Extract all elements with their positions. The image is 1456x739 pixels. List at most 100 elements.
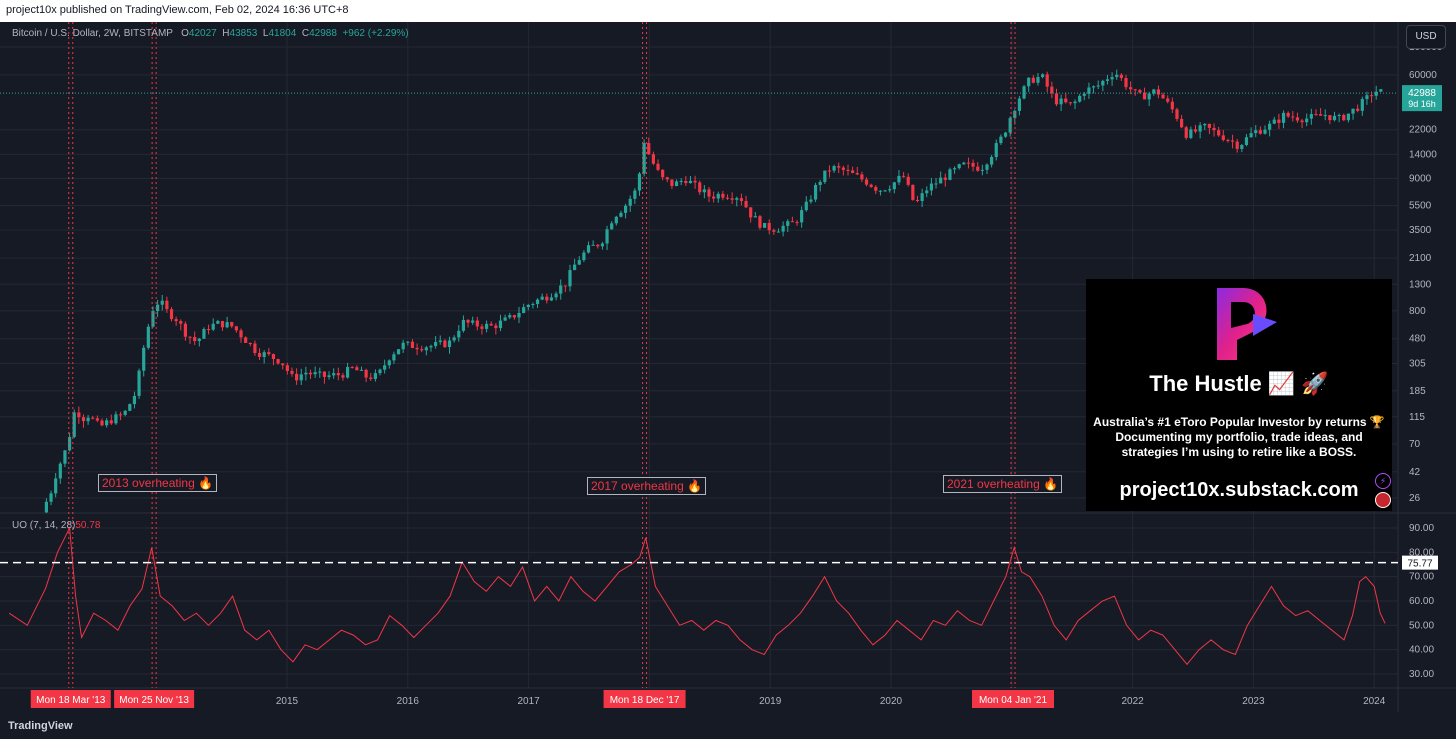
candle-body: [1101, 80, 1105, 86]
candle-body: [1244, 137, 1249, 146]
candle-body: [591, 244, 595, 246]
candle-body: [267, 352, 271, 355]
candle-body: [142, 347, 146, 371]
countdown-value: 9d 16h: [1408, 99, 1436, 109]
candle-body: [841, 167, 845, 170]
candle-body: [851, 170, 855, 174]
promo-banner[interactable]: The Hustle 📈 🚀 Australia’s #1 eToro Popu…: [1086, 279, 1392, 511]
candle-body: [549, 297, 554, 301]
date-tag: [603, 690, 686, 708]
candle-body: [480, 326, 484, 329]
candle-body: [1346, 113, 1351, 121]
symbol-label: Bitcoin / U.S. Dollar, 2W, BITSTAMP: [12, 28, 173, 39]
candle-body: [948, 169, 952, 180]
candle-body: [392, 354, 396, 361]
candle-body: [151, 311, 155, 327]
price-tick-label: 800: [1409, 306, 1426, 317]
date-tag: [30, 690, 111, 708]
candle-body: [1369, 95, 1374, 97]
time-tick-label: 2019: [759, 696, 782, 707]
tradingview-logo: TradingView: [8, 720, 73, 732]
candle-body: [1129, 87, 1133, 90]
candle-body: [698, 182, 702, 193]
candle-body: [1309, 114, 1313, 119]
candle-body: [1203, 123, 1207, 126]
candle-body: [1300, 120, 1304, 123]
candle-body: [341, 375, 345, 378]
candle-body: [623, 205, 628, 213]
candle-body: [160, 300, 164, 305]
candle-body: [387, 360, 391, 366]
candle-body: [656, 163, 660, 170]
candle-body: [327, 375, 331, 377]
candle-body: [1179, 118, 1184, 128]
candle-body: [716, 193, 720, 199]
promo-line-2: Documenting my portfolio, trade ideas, a…: [1115, 430, 1363, 444]
candle-body: [1365, 95, 1369, 100]
candle-body: [1022, 86, 1026, 99]
candle-body: [295, 373, 299, 381]
uo-line: [8, 526, 1386, 666]
candle-body: [202, 329, 206, 339]
candle-body: [1258, 130, 1262, 134]
candle-body: [809, 199, 813, 202]
candle-body: [132, 395, 137, 405]
promo-title: The Hustle 📈 🚀: [1149, 371, 1329, 396]
promo-url[interactable]: project10x.substack.com: [1119, 479, 1359, 501]
candle-body: [990, 156, 994, 165]
candle-body: [415, 347, 419, 350]
candle-body: [1235, 141, 1239, 149]
candle-body: [915, 199, 920, 202]
candle-body: [1054, 93, 1059, 105]
uo-tick-label: 60.00: [1409, 596, 1434, 607]
candle-body: [308, 372, 313, 375]
annotation-2017[interactable]: 2017 overheating 🔥: [587, 477, 707, 495]
uo-label: UO (7, 14, 28): [12, 520, 76, 531]
candle-body: [813, 184, 818, 200]
candle-body: [781, 225, 785, 232]
candle-body: [818, 181, 822, 185]
candle-body: [118, 414, 123, 416]
change-value: +962 (+2.29%): [342, 28, 409, 39]
candle-body: [429, 346, 433, 348]
candle-body: [281, 363, 285, 366]
candle-body: [939, 177, 943, 184]
candle-body: [554, 293, 558, 298]
date-tag-label: Mon 18 Dec '17: [610, 695, 680, 706]
candle-body: [855, 173, 859, 175]
candle-body: [767, 222, 771, 231]
annotation-2021[interactable]: 2021 overheating 🔥: [943, 475, 1063, 493]
candle-body: [1328, 115, 1332, 121]
time-tick-label: 2022: [1121, 696, 1144, 707]
candle-body: [582, 252, 586, 261]
candle-body: [670, 179, 674, 187]
price-tick-label: 9000: [1409, 174, 1432, 185]
candle-body: [596, 244, 600, 247]
candle-body: [225, 322, 229, 328]
candle-body: [81, 417, 86, 422]
candle-body: [1156, 89, 1161, 95]
candle-body: [1073, 101, 1077, 104]
candle-body: [679, 180, 683, 182]
candle-body: [1147, 93, 1151, 100]
uo-tick-label: 70.00: [1409, 572, 1434, 583]
currency-button[interactable]: USD: [1406, 25, 1446, 49]
candle-body: [517, 312, 521, 318]
candle-body: [359, 369, 364, 371]
candle-body: [244, 337, 248, 343]
price-tick-label: 305: [1409, 358, 1426, 369]
candle-body: [77, 412, 81, 418]
date-tag-label: Mon 18 Mar '13: [36, 695, 106, 706]
candle-body: [211, 323, 215, 330]
candle-body: [628, 198, 632, 206]
annotation-2013[interactable]: 2013 overheating 🔥: [98, 474, 218, 492]
candle-body: [897, 175, 901, 183]
candle-body: [800, 210, 804, 223]
candle-body: [1013, 110, 1017, 118]
uo-value: 50.78: [75, 520, 101, 531]
candle-body: [1170, 101, 1174, 110]
uo-threshold-value: 75.77: [1407, 559, 1432, 570]
candle-body: [1277, 119, 1281, 123]
candle-body: [1193, 129, 1198, 132]
candle-body: [63, 450, 67, 464]
